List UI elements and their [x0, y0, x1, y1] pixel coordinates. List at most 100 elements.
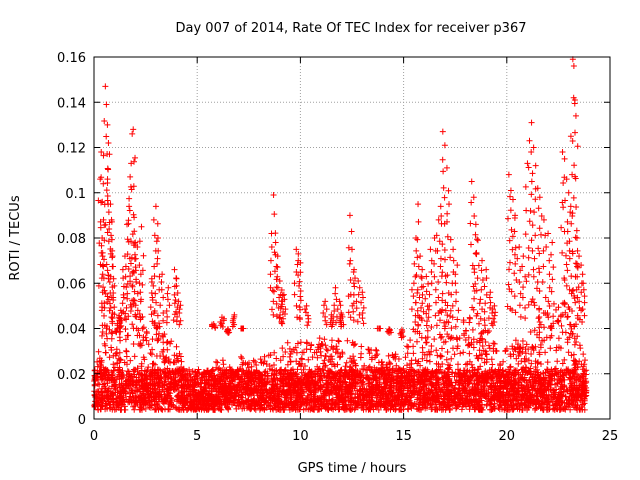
- data-point: [508, 288, 515, 295]
- data-point: [119, 266, 126, 273]
- data-point: [220, 317, 227, 324]
- data-point: [125, 238, 132, 245]
- data-point: [297, 259, 304, 266]
- chart-title: Day 007 of 2014, Rate Of TEC Index for r…: [176, 21, 527, 36]
- data-point: [563, 282, 570, 289]
- data-point: [219, 323, 226, 330]
- data-point: [529, 296, 536, 303]
- data-point: [570, 63, 577, 70]
- data-point: [517, 313, 524, 320]
- data-point: [415, 201, 422, 208]
- data-point: [356, 284, 363, 291]
- data-point: [487, 299, 494, 306]
- data-point: [418, 304, 425, 311]
- data-point: [177, 317, 184, 324]
- data-point: [320, 302, 327, 309]
- data-point: [569, 308, 576, 315]
- data-point: [530, 273, 537, 280]
- data-point: [472, 221, 479, 228]
- data-point: [175, 298, 182, 305]
- data-point: [103, 187, 110, 194]
- data-point: [358, 299, 365, 306]
- data-point: [489, 322, 496, 329]
- data-point: [532, 232, 539, 239]
- data-point: [150, 282, 157, 289]
- data-point: [563, 252, 570, 259]
- data-point: [569, 288, 576, 295]
- data-point: [274, 284, 281, 291]
- data-point: [435, 294, 442, 301]
- data-point: [527, 207, 534, 214]
- data-point: [470, 306, 477, 313]
- grid: [94, 57, 610, 419]
- data-point: [538, 231, 545, 238]
- data-point: [531, 299, 538, 306]
- data-point: [351, 266, 358, 273]
- data-point: [533, 285, 540, 292]
- data-point: [130, 211, 137, 218]
- data-point: [102, 221, 109, 228]
- data-point: [478, 267, 485, 274]
- data-point: [572, 112, 579, 119]
- data-point: [574, 263, 581, 270]
- data-point: [440, 184, 447, 191]
- data-point: [297, 293, 304, 300]
- data-point: [562, 197, 569, 204]
- data-point: [418, 275, 425, 282]
- data-point: [149, 318, 156, 325]
- data-point: [129, 130, 136, 137]
- data-point: [426, 302, 433, 309]
- data-point: [110, 263, 117, 270]
- data-point: [535, 245, 542, 252]
- data-point: [158, 278, 165, 285]
- data-point: [273, 276, 280, 283]
- data-point: [171, 266, 178, 273]
- data-point: [297, 297, 304, 304]
- data-point: [414, 254, 421, 261]
- data-point: [524, 160, 531, 167]
- data-point: [104, 121, 111, 128]
- data-point: [305, 319, 312, 326]
- data-point: [571, 295, 578, 302]
- data-point: [440, 168, 447, 175]
- data-point: [563, 261, 570, 268]
- data-point: [413, 272, 420, 279]
- data-point: [416, 294, 423, 301]
- data-point: [483, 266, 490, 273]
- data-point: [574, 247, 581, 254]
- data-point: [487, 289, 494, 296]
- data-point: [271, 249, 278, 256]
- data-point: [127, 308, 134, 315]
- y-axis-label: ROTI / TECUs: [8, 195, 23, 280]
- data-point: [209, 323, 216, 330]
- data-point: [101, 300, 108, 307]
- data-point: [415, 218, 422, 225]
- data-point: [424, 318, 431, 325]
- data-point: [543, 244, 550, 251]
- data-point: [173, 282, 180, 289]
- data-point: [301, 306, 308, 313]
- data-point: [270, 192, 277, 199]
- data-point: [414, 286, 421, 293]
- data-point: [532, 196, 539, 203]
- data-point: [272, 230, 279, 237]
- data-point: [353, 298, 360, 305]
- data-point: [332, 284, 339, 291]
- data-point: [536, 194, 543, 201]
- data-point: [273, 300, 280, 307]
- data-point: [109, 253, 116, 260]
- data-point: [118, 317, 125, 324]
- data-point: [426, 291, 433, 298]
- data-point: [545, 230, 552, 237]
- data-point: [304, 322, 311, 329]
- data-point: [474, 275, 481, 282]
- data-point: [572, 299, 579, 306]
- data-point: [449, 314, 456, 321]
- data-point: [128, 254, 135, 261]
- data-point: [280, 291, 287, 298]
- data-point: [267, 257, 274, 264]
- data-point: [109, 318, 116, 325]
- data-point: [98, 307, 105, 314]
- data-point: [446, 201, 453, 208]
- data-point: [346, 212, 353, 219]
